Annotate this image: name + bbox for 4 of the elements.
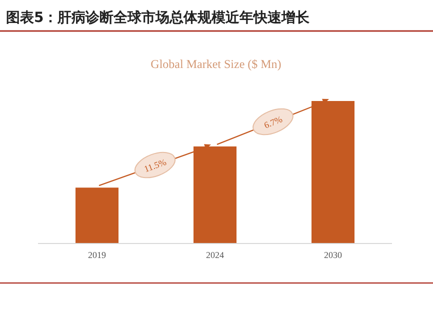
annotation: 6.7% <box>262 114 284 130</box>
title: 图表5：肝病诊断全球市场总体规模近年快速增长 <box>6 10 310 26</box>
annotation: 11.5% <box>142 156 168 174</box>
subtitle: Global Market Size ($ Mn) <box>150 57 282 71</box>
